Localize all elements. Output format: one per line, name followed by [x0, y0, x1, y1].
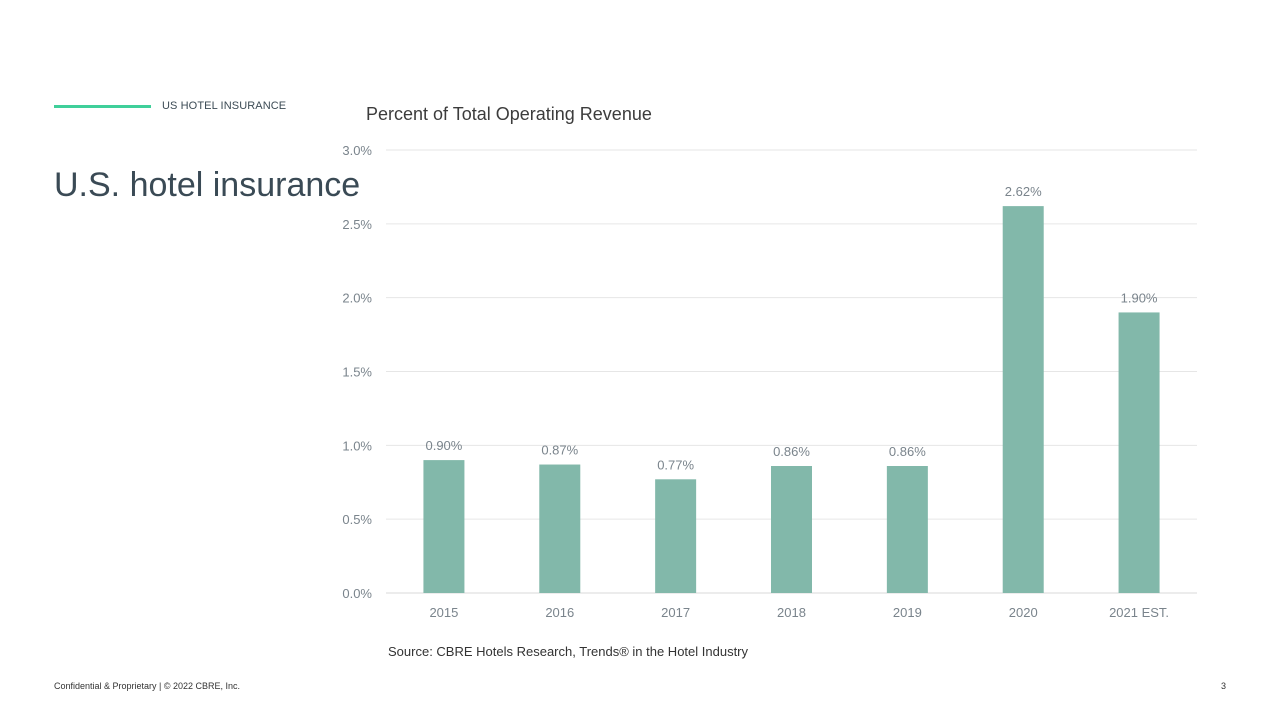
bar: [423, 460, 465, 593]
data-label: 0.86%: [773, 444, 810, 459]
page-title: U.S. hotel insurance: [54, 166, 361, 204]
bar: [1002, 206, 1044, 593]
data-label: 0.87%: [541, 443, 578, 458]
footer-confidential: Confidential & Proprietary | © 2022 CBRE…: [54, 681, 241, 691]
x-tick-label: 2020: [1009, 605, 1038, 620]
y-tick-label: 0.5%: [342, 512, 372, 527]
data-label: 0.90%: [425, 438, 462, 453]
data-label: 0.86%: [889, 444, 926, 459]
y-tick-label: 3.0%: [342, 143, 372, 158]
bar: [771, 466, 812, 593]
bar: [539, 464, 581, 593]
x-tick-label: 2017: [661, 605, 690, 620]
source-note: Source: CBRE Hotels Research, Trends® in…: [388, 644, 749, 659]
accent-line: [54, 105, 151, 108]
y-tick-label: 0.0%: [342, 586, 372, 601]
chart-title: Percent of Total Operating Revenue: [366, 104, 652, 124]
page-number: 3: [1221, 681, 1227, 691]
data-label: 0.77%: [657, 457, 694, 472]
bar: [655, 479, 697, 593]
y-tick-label: 1.0%: [342, 438, 372, 453]
y-tick-label: 2.0%: [342, 291, 372, 306]
x-tick-label: 2019: [893, 605, 922, 620]
bar: [886, 466, 928, 593]
x-tick-label: 2021 EST.: [1109, 605, 1169, 620]
x-tick-label: 2016: [545, 605, 574, 620]
bar: [1118, 312, 1160, 593]
data-label: 2.62%: [1005, 184, 1042, 199]
x-tick-label: 2015: [429, 605, 458, 620]
data-label: 1.90%: [1121, 290, 1158, 305]
section-label: US HOTEL INSURANCE: [162, 100, 287, 112]
y-tick-label: 1.5%: [342, 365, 372, 380]
x-tick-label: 2018: [777, 605, 806, 620]
y-tick-label: 2.5%: [342, 217, 372, 232]
